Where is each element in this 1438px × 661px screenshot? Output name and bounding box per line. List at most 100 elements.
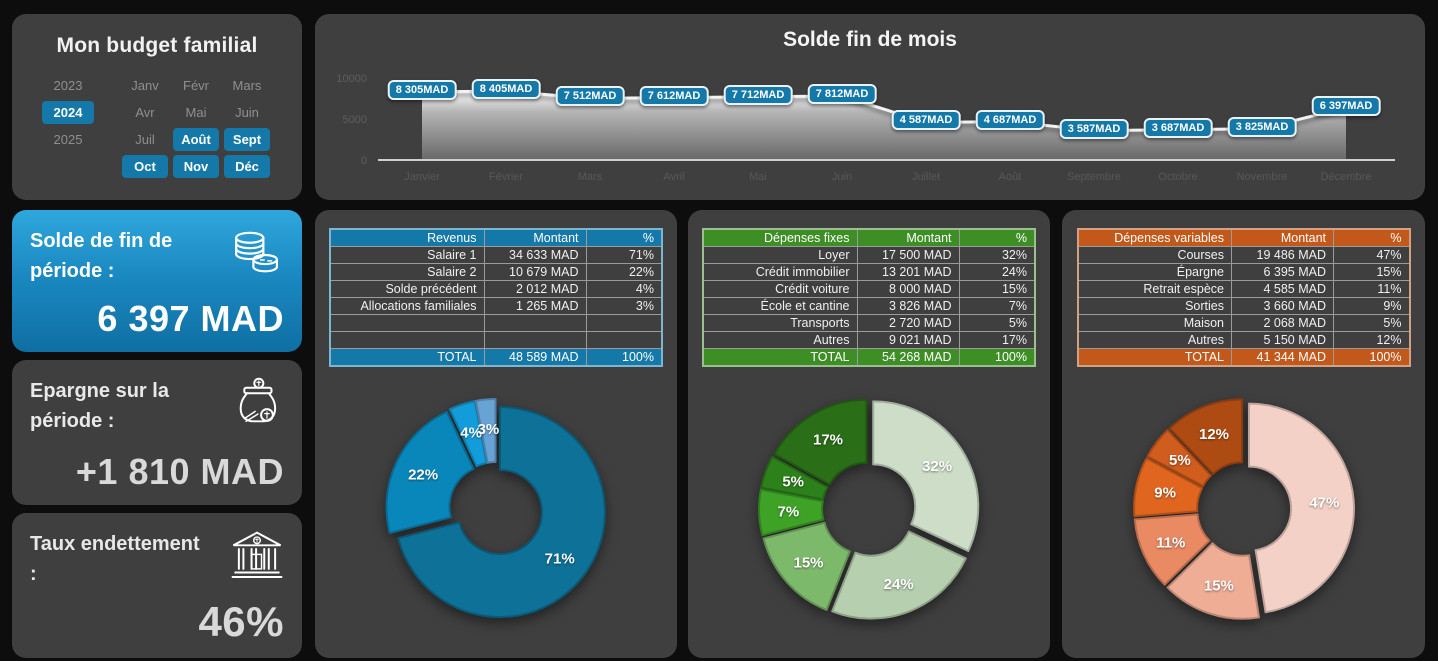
- table-cell: 5%: [1333, 314, 1410, 332]
- table-cell: 3%: [585, 297, 663, 315]
- table-cell: Crédit immobilier: [702, 263, 858, 281]
- table-header-row: Dépenses fixes Montant%: [702, 228, 1036, 247]
- table-row: Crédit immobilier 13 201 MAD 24%: [702, 263, 1036, 281]
- donut-slice-retrait-espèce: [1133, 513, 1211, 586]
- table-cell: TOTAL: [1077, 348, 1232, 367]
- table-cell: TOTAL: [329, 348, 485, 367]
- table-cell: 100%: [585, 348, 663, 367]
- month-button-juin[interactable]: Juin: [235, 105, 259, 120]
- balance-chart-panel: Solde fin de mois 10000 5000 0 Janvier Févri…: [315, 14, 1425, 200]
- table-empty-row: [329, 331, 663, 349]
- month-button-mars[interactable]: Mars: [232, 78, 262, 93]
- data-point-label: 4 587MAD: [891, 110, 961, 131]
- table-cell: 6 395 MAD: [1231, 263, 1334, 281]
- table-cell: 13 201 MAD: [856, 263, 960, 281]
- month-button-déc[interactable]: Déc: [224, 155, 270, 178]
- data-point-label: 3 687MAD: [1143, 117, 1213, 138]
- donut-slice-loyer: [872, 400, 980, 553]
- table-header-row: Revenus Montant%: [329, 228, 663, 247]
- table-cell: 48 589 MAD: [483, 348, 587, 367]
- table-row: Solde précédent 2 012 MAD 4%: [329, 280, 663, 298]
- table-cell: [329, 314, 485, 332]
- table-cell: 5 150 MAD: [1231, 331, 1334, 349]
- svg-text:Juin: Juin: [832, 171, 852, 183]
- donut-slice-allocations-familiales: [474, 398, 497, 464]
- donut-percent-label: 71%: [545, 550, 575, 567]
- donut-percent-label: 15%: [1203, 578, 1233, 595]
- donut-percent-label: 9%: [1154, 485, 1176, 502]
- year-button-2024[interactable]: 2024: [42, 101, 94, 124]
- donut-slice-courses: [1247, 402, 1355, 614]
- donut-slice-crédit-voiture: [762, 521, 851, 611]
- table-cell: Courses: [1077, 246, 1232, 264]
- table-cell: 71%: [585, 246, 663, 264]
- svg-text:Juillet: Juillet: [912, 171, 940, 183]
- table-cell: 19 486 MAD: [1231, 246, 1334, 264]
- month-button-avr[interactable]: Avr: [135, 105, 155, 120]
- donut-percent-label: 17%: [813, 432, 843, 449]
- svg-text:0: 0: [361, 155, 367, 167]
- table-cell: 54 268 MAD: [856, 348, 960, 367]
- month-button-nov[interactable]: Nov: [173, 155, 219, 178]
- table-cell: 4 585 MAD: [1231, 280, 1334, 298]
- column-header: Revenus: [329, 228, 485, 247]
- table-cell: [483, 314, 587, 332]
- table-row: Salaire 2 10 679 MAD 22%: [329, 263, 663, 281]
- depenses-fixes-panel: Dépenses fixes Montant% Loyer 17 500 MAD 32%…: [688, 210, 1050, 658]
- coins-icon: [235, 231, 279, 273]
- table-cell: 17 500 MAD: [856, 246, 960, 264]
- table-row: Transports 2 720 MAD 5%: [702, 314, 1036, 332]
- kpi-value: 46%: [198, 598, 284, 645]
- table-cell: 100%: [1333, 348, 1410, 367]
- table-cell: Transports: [702, 314, 858, 332]
- revenus-panel: Revenus Montant% Salaire 1 34 633 MAD 71% Sal…: [315, 210, 677, 658]
- month-button-janv[interactable]: Janv: [131, 78, 159, 93]
- table-cell: 9 021 MAD: [856, 331, 960, 349]
- data-point-label: 7 612MAD: [639, 85, 709, 106]
- table-row: Courses 19 486 MAD 47%: [1077, 246, 1410, 264]
- table-cell: 10 679 MAD: [483, 263, 587, 281]
- data-point-label: 7 512MAD: [555, 86, 625, 107]
- table-cell: École et cantine: [702, 297, 858, 315]
- month-button-mai[interactable]: Mai: [185, 105, 207, 120]
- table-cell: Épargne: [1077, 263, 1232, 281]
- donut-percent-label: 7%: [778, 504, 800, 521]
- donut-slice-autres: [1168, 398, 1243, 475]
- donut-percent-label: 5%: [782, 474, 804, 491]
- year-button-2023[interactable]: 2023: [53, 78, 83, 93]
- table-cell: [329, 331, 485, 349]
- svg-text:Octobre: Octobre: [1158, 171, 1197, 183]
- donut-percent-label: 47%: [1309, 495, 1339, 512]
- year-button-2025[interactable]: 2025: [53, 132, 83, 147]
- donut-slice-transports: [760, 455, 829, 501]
- svg-text:Mai: Mai: [749, 171, 767, 183]
- table-cell: Retrait espèce: [1077, 280, 1232, 298]
- svg-text:Avril: Avril: [663, 171, 684, 183]
- depenses-fixes-donut-chart: 32% 24% 15% 7% 5% 17%: [688, 373, 1050, 645]
- donut-percent-label: 3%: [478, 421, 500, 438]
- month-button-août[interactable]: Août: [173, 128, 219, 151]
- table-cell: Loyer: [702, 246, 858, 264]
- table-cell: Salaire 1: [329, 246, 485, 264]
- month-button-oct[interactable]: Oct: [122, 155, 168, 178]
- month-button-févr[interactable]: Févr: [183, 78, 209, 93]
- donut-slice-école-et-cantine: [758, 488, 825, 537]
- depenses-variables-table-host: Dépenses variables Montant% Courses 19 486 …: [1062, 228, 1425, 367]
- month-button-sept[interactable]: Sept: [224, 128, 270, 151]
- table-cell: 22%: [585, 263, 663, 281]
- table-cell: 9%: [1333, 297, 1410, 315]
- table-cell: Solde précédent: [329, 280, 485, 298]
- svg-text:10000: 10000: [336, 73, 367, 85]
- chart-title: Solde fin de mois: [783, 28, 957, 51]
- table-total-row: TOTAL 41 344 MAD 100%: [1077, 348, 1410, 367]
- svg-text:Février: Février: [489, 171, 524, 183]
- revenus-table: Revenus Montant% Salaire 1 34 633 MAD 71% Sal…: [329, 228, 663, 367]
- svg-text:Août: Août: [999, 171, 1022, 183]
- depenses-variables-table: Dépenses variables Montant% Courses 19 486 …: [1076, 228, 1411, 367]
- donut-slice-épargne: [1166, 542, 1260, 620]
- table-cell: 1 265 MAD: [483, 297, 587, 315]
- table-row: Salaire 1 34 633 MAD 71%: [329, 246, 663, 264]
- table-cell: 3 826 MAD: [856, 297, 960, 315]
- table-row: Loyer 17 500 MAD 32%: [702, 246, 1036, 264]
- month-button-juil[interactable]: Juil: [135, 132, 155, 147]
